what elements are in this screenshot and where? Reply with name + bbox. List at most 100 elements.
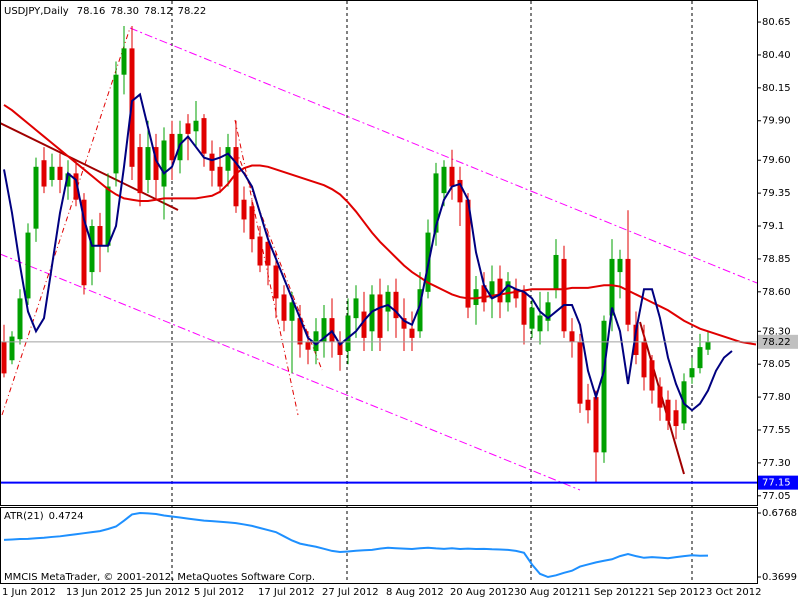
candle-body: [169, 133, 175, 161]
candle-body: [409, 328, 415, 338]
candle-body: [217, 166, 223, 187]
y-tick-label: 77.55: [762, 425, 791, 436]
candle-body: [689, 368, 695, 378]
x-tick-label: 30 Aug 2012: [514, 587, 578, 598]
candle-body: [521, 291, 527, 325]
candle-body: [561, 258, 567, 332]
footer: MMCIS MetaTrader, © 2001-2012, MetaQuote…: [4, 572, 315, 583]
candle-body: [289, 302, 295, 321]
candle-body: [441, 166, 447, 194]
candle-body: [393, 291, 399, 319]
candle-body: [89, 226, 95, 273]
candle-body: [297, 318, 303, 345]
quote-label: 78.16: [77, 6, 106, 17]
candle-body: [433, 173, 439, 233]
y-tick-label: 79.60: [762, 155, 791, 166]
candle-body: [401, 318, 407, 329]
x-tick-label: 27 Jul 2012: [322, 587, 379, 598]
candle-body: [193, 120, 199, 132]
channel-line: [129, 27, 758, 284]
candle-body: [209, 153, 215, 171]
candle-body: [105, 186, 111, 246]
moving-average: [3, 92, 733, 412]
candle-body: [9, 336, 15, 361]
last-price-label: 78.22: [762, 337, 791, 348]
candle-body: [305, 341, 311, 350]
candle-body: [361, 311, 367, 338]
drawings: [0, 1, 758, 583]
candle-body: [281, 294, 287, 321]
candle-body: [609, 258, 615, 316]
chart-title: USDJPY,Daily: [4, 6, 69, 17]
candle-body: [553, 254, 559, 290]
x-tick-label: 1 Jun 2012: [2, 587, 56, 598]
candle-body: [113, 74, 119, 174]
y-tick-label: 77.30: [762, 458, 791, 469]
candle-body: [273, 265, 279, 299]
candle-body: [449, 166, 455, 187]
trend-line: [0, 122, 179, 211]
candle-body: [17, 298, 23, 340]
candle-body: [97, 226, 103, 246]
candle-body: [225, 147, 231, 171]
x-tick-label: 20 Aug 2012: [450, 587, 514, 598]
candle-body: [457, 179, 463, 203]
candle-body: [481, 285, 487, 303]
candle-body: [577, 341, 583, 404]
candle-body: [697, 347, 703, 369]
candle-body: [345, 315, 351, 352]
horizontal-line-box: [758, 475, 798, 490]
candle-body: [161, 140, 167, 187]
x-tick-label: 3 Oct 2012: [706, 587, 761, 598]
candle-body: [241, 199, 247, 220]
x-tick-label: 8 Aug 2012: [386, 587, 444, 598]
candle-body: [57, 166, 63, 180]
indicator-name: ATR(21): [4, 511, 44, 522]
y-tick-label: 78.60: [762, 287, 791, 298]
y-tick-label: 80.40: [762, 50, 791, 61]
candle-body: [1, 341, 7, 374]
candle-body: [73, 173, 79, 200]
candle-body: [641, 341, 647, 378]
candle-body: [337, 341, 343, 355]
plot: [1, 26, 757, 579]
candle-body: [537, 315, 543, 332]
quote-label: 78.30: [110, 6, 139, 17]
y-tick-label: 79.90: [762, 116, 791, 127]
y-tick-label: 79.1: [762, 221, 784, 232]
fan-line: [1, 27, 131, 416]
candle-body: [705, 341, 711, 350]
x-tick-label: 5 Jul 2012: [194, 587, 244, 598]
y-tick-label: 0.6768: [762, 508, 797, 519]
candle-body: [649, 360, 655, 391]
horizontal-line-label: 77.15: [762, 478, 791, 489]
candle-body: [201, 118, 207, 154]
candle-body: [585, 399, 591, 411]
candle-body: [321, 318, 327, 342]
x-tick-label: 17 Jul 2012: [258, 587, 315, 598]
candle-body: [137, 147, 143, 194]
candle-body: [249, 206, 255, 240]
candle-body: [529, 307, 535, 329]
indicator-panel-frame: [0, 507, 758, 584]
candle-body: [385, 291, 391, 312]
candle-body: [665, 399, 671, 421]
candle-body: [153, 147, 159, 180]
candle-body: [473, 289, 479, 305]
fan-line: [234, 119, 299, 416]
candle-body: [185, 123, 191, 134]
candle-body: [569, 331, 575, 342]
last-price-box: [758, 334, 798, 349]
candle-body: [489, 281, 495, 299]
moving-average: [3, 104, 757, 346]
candle-body: [81, 199, 87, 286]
candle-body: [265, 241, 271, 266]
y-tick-label: 77.80: [762, 392, 791, 403]
candle-body: [465, 199, 471, 308]
candle-body: [673, 410, 679, 427]
x-tick-label: 11 Sep 2012: [578, 587, 641, 598]
candle-body: [233, 147, 239, 207]
indicator-value: 0.4724: [49, 511, 84, 522]
candle-body: [257, 236, 263, 266]
